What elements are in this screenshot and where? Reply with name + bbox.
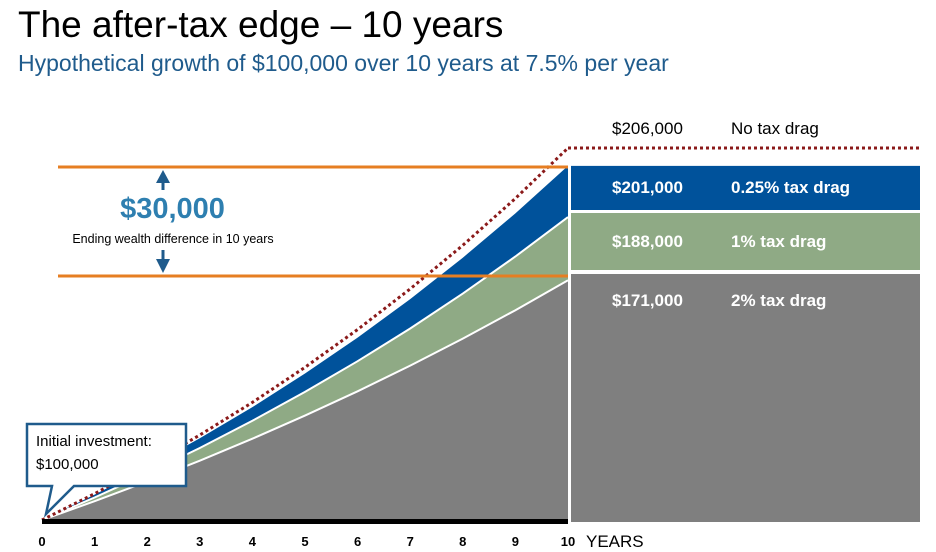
panel-drag-025 [571,165,920,210]
x-tick-label: 0 [38,534,46,549]
value-drag-2: $171,000 [612,291,683,310]
x-tick-label: 3 [196,534,204,549]
callout-line-1: Initial investment: [36,433,152,450]
value-no-tax: $206,000 [612,119,683,138]
label-drag-1: 1% tax drag [731,232,827,251]
arrow-up-icon [156,170,170,183]
label-no-tax: No tax drag [731,119,819,138]
x-tick-label: 4 [248,534,257,549]
value-drag-1: $188,000 [612,232,683,251]
page-title: The after-tax edge – 10 years [18,4,504,45]
value-drag-025: $201,000 [612,178,683,197]
callout-box [25,422,188,518]
page-subtitle: Hypothetical growth of $100,000 over 10 … [18,50,669,76]
x-tick-label: 6 [353,534,362,549]
panel-drag-1 [571,213,920,270]
callout-line-2: $100,000 [36,456,99,473]
difference-label: Ending wealth difference in 10 years [72,232,274,246]
x-axis-unit: YEARS [586,532,644,551]
label-drag-2: 2% tax drag [731,291,827,310]
area-drag-2 [42,280,568,520]
callout-text: Initial investment: $100,000 [36,430,152,476]
band-separator [41,279,569,521]
x-tick-label: 2 [143,534,151,549]
label-drag-025: 0.25% tax drag [731,178,851,197]
x-tick-label: 1 [90,534,99,549]
panel-drag-2 [571,274,920,522]
x-tick-label: 7 [406,534,414,549]
x-tick-label: 8 [459,534,467,549]
x-tick-label: 5 [301,534,309,549]
arrow-down-icon [156,259,170,273]
difference-value: $30,000 [120,193,225,225]
x-tick-label: 10 [560,534,576,549]
x-tick-label: 9 [511,534,520,549]
